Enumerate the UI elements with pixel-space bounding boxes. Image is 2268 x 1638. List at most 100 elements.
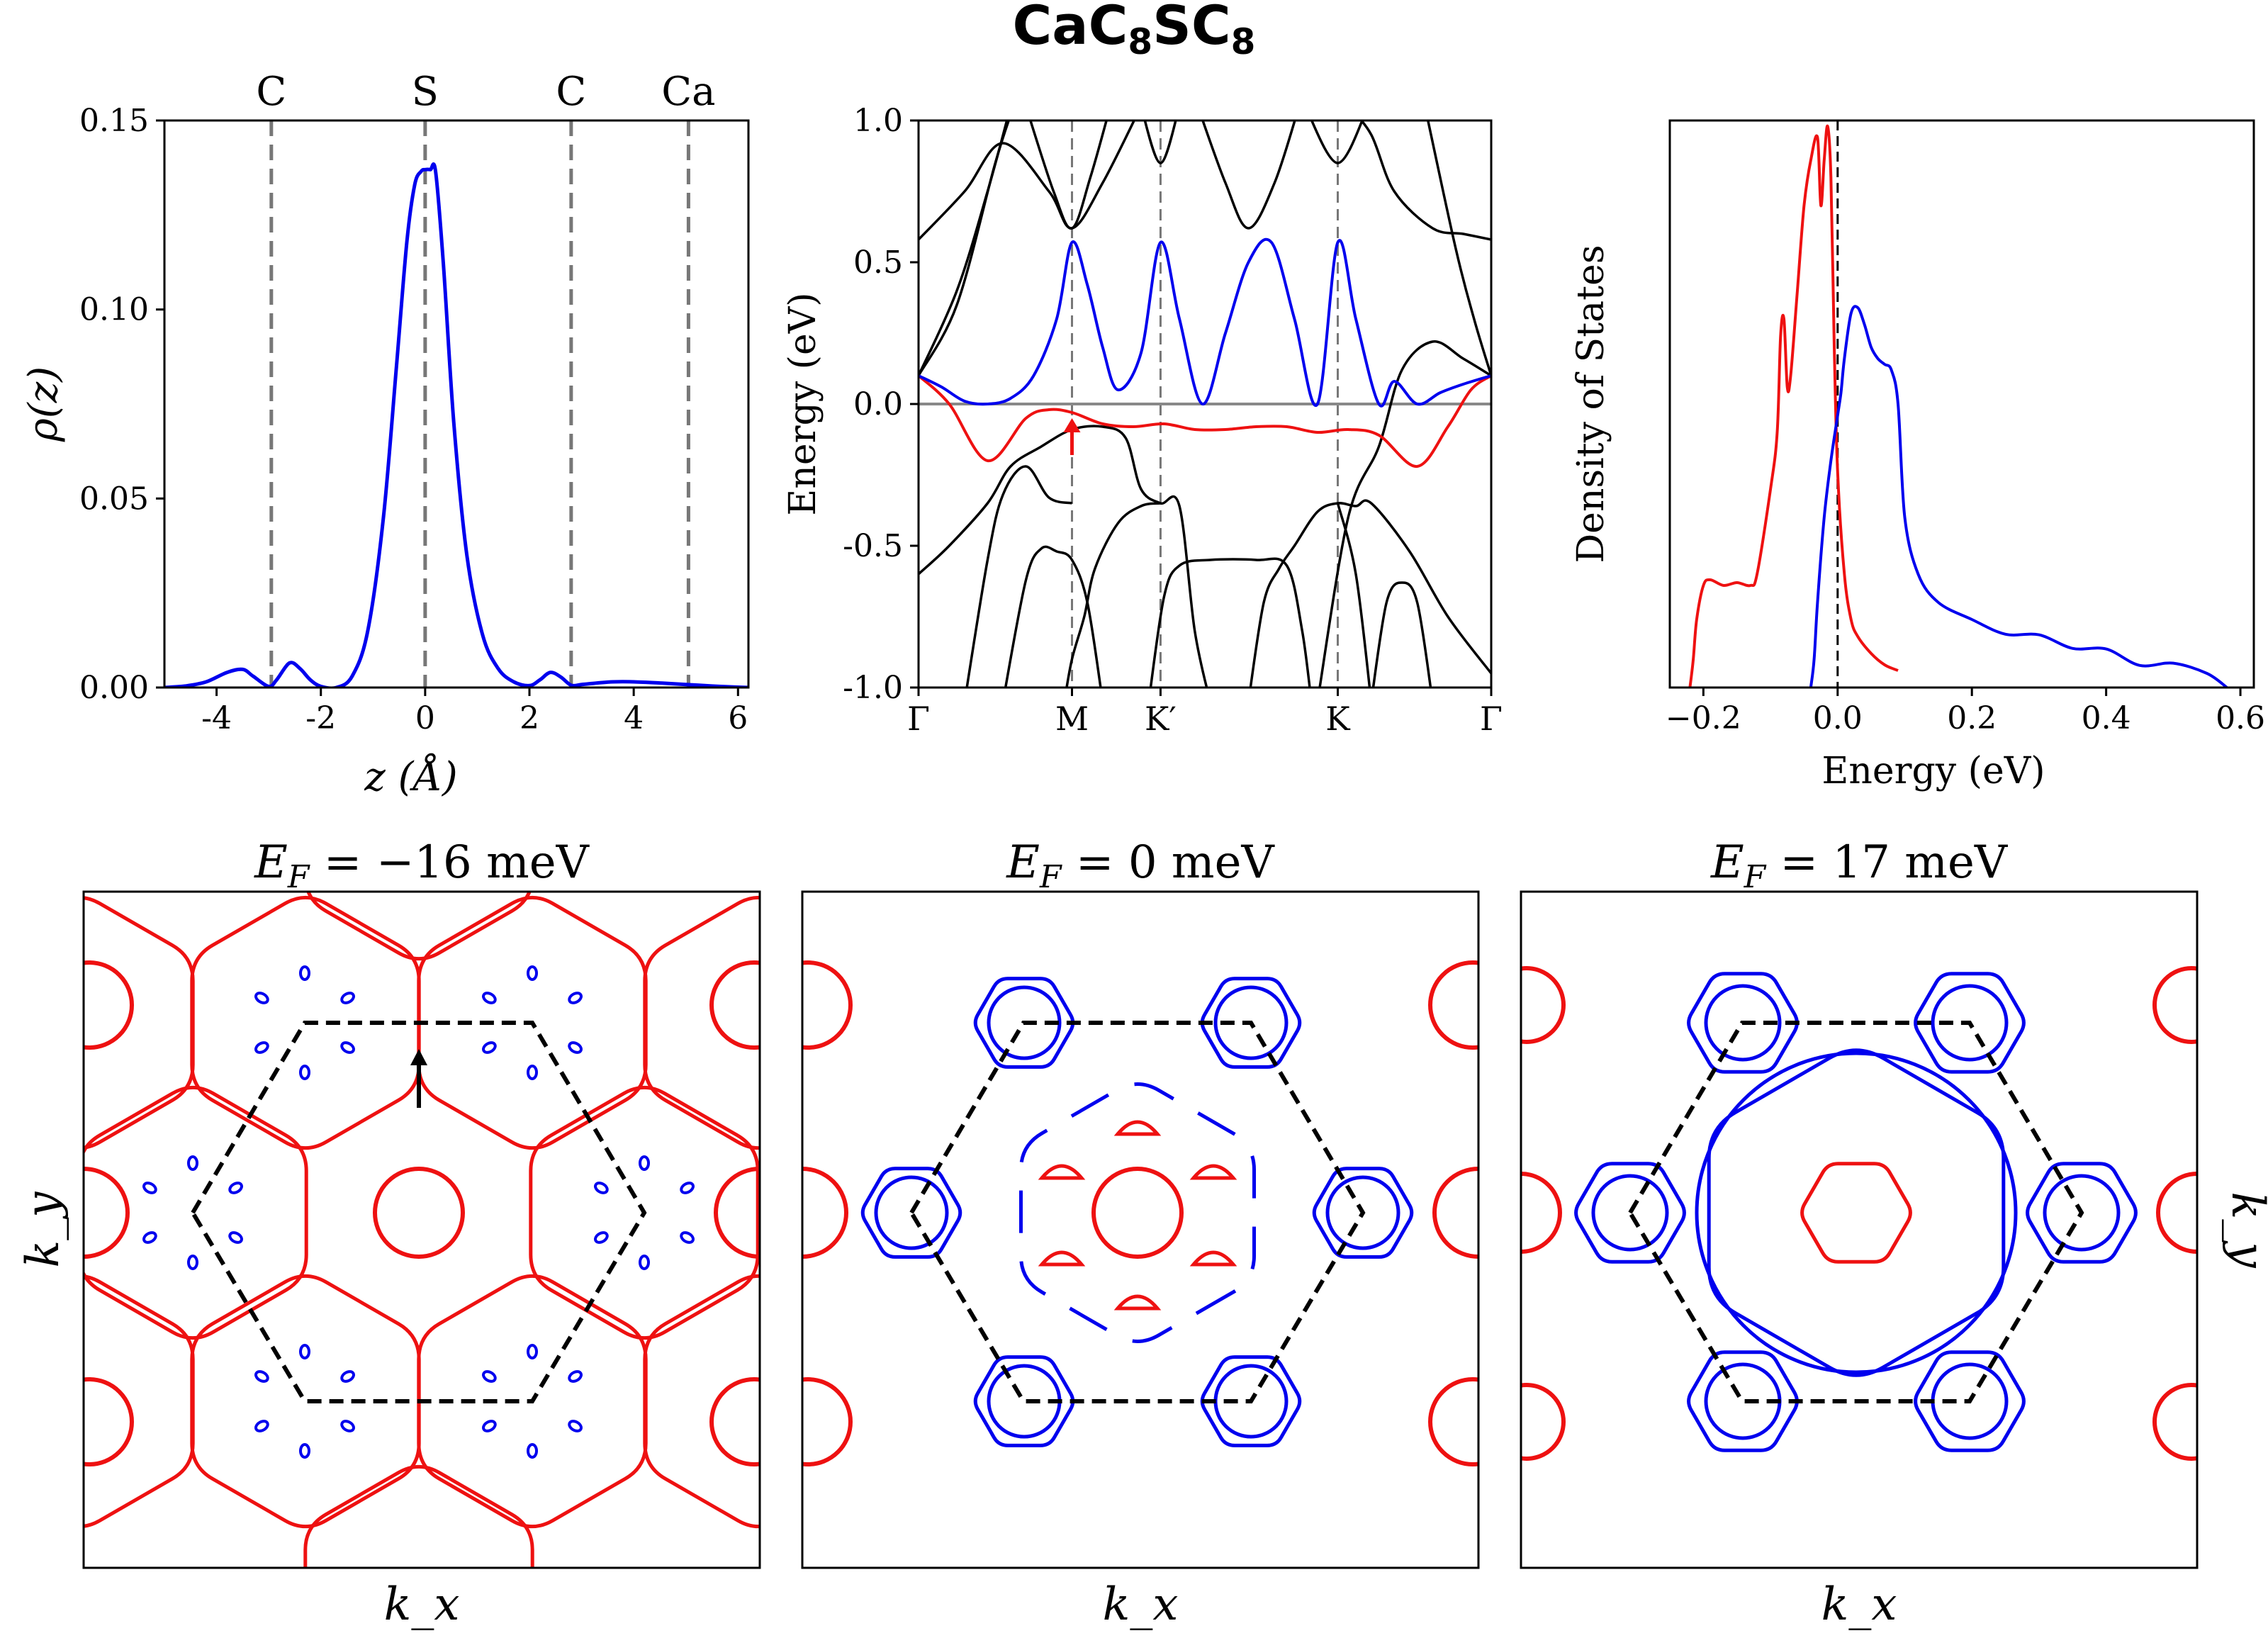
red-fermi-circle bbox=[1428, 1377, 1478, 1466]
dos-blue-curve bbox=[1809, 305, 2228, 688]
density-x-tick-label: 4 bbox=[624, 700, 644, 736]
red-fermi-circle bbox=[709, 960, 760, 1050]
blue-fermi-sheet bbox=[973, 1355, 1075, 1447]
atom-label: C bbox=[556, 69, 586, 115]
black-band bbox=[1336, 503, 1371, 688]
atom-label: S bbox=[412, 69, 439, 115]
red-fermi-circle bbox=[1521, 966, 1566, 1044]
blue-fermi-circle bbox=[1591, 1174, 1669, 1252]
red-fermi-circle bbox=[84, 1167, 130, 1259]
blue-fermi-sheet bbox=[1200, 977, 1302, 1069]
blue-fermi-pocket bbox=[254, 992, 269, 1004]
fermi-surface-panel-2: EF = 0 meV k_x bbox=[801, 836, 1480, 1631]
blue-fermi-sheet bbox=[1312, 1167, 1414, 1259]
red-fermi-circle bbox=[2152, 966, 2197, 1044]
blue-fermi-pocket bbox=[299, 965, 310, 981]
fs3-y-label: k_y bbox=[2221, 1192, 2268, 1269]
kpoint-label: Γ bbox=[907, 700, 930, 738]
density-x-tick-label: -2 bbox=[305, 700, 336, 736]
blue-fermi-sheet bbox=[1914, 1350, 2026, 1452]
red-triangle-pocket bbox=[1189, 1164, 1237, 1180]
red-fermi-circle bbox=[802, 1377, 853, 1466]
kpoint-label: K′ bbox=[1145, 700, 1177, 738]
brillouin-zone-boundary bbox=[190, 1021, 647, 1403]
dos-axes-frame bbox=[1668, 119, 2255, 689]
red-triangle-pocket bbox=[1113, 1120, 1162, 1136]
blue-fermi-pocket bbox=[187, 1155, 198, 1171]
red-fermi-circle bbox=[1521, 1383, 1566, 1461]
figure-title: CaC8SC8 bbox=[1013, 0, 1256, 62]
blue-fermi-pocket bbox=[228, 1182, 243, 1194]
blue-fermi-sheet bbox=[1019, 1082, 1256, 1343]
blue-fermi-pocket bbox=[187, 1255, 198, 1270]
red-triangle-pocket bbox=[1038, 1164, 1086, 1180]
blue-fermi-circle bbox=[874, 1175, 949, 1250]
dos-red-curve bbox=[1688, 124, 1899, 688]
blue-fermi-pocket bbox=[527, 1065, 538, 1080]
fs1-frame bbox=[82, 890, 761, 1569]
blue-fermi-pocket bbox=[340, 1420, 355, 1432]
black-band bbox=[965, 465, 1072, 688]
blue-fermi-circle bbox=[1704, 984, 1782, 1062]
dos-x-tick-label: 0.2 bbox=[1947, 700, 1997, 736]
blue-fermi-pocket bbox=[594, 1231, 609, 1244]
blue-fermi-pocket bbox=[680, 1182, 695, 1194]
fs3-title: EF = 17 meV bbox=[1710, 836, 2009, 895]
black-band bbox=[1029, 120, 1108, 230]
density-y-tick-label: 0.05 bbox=[79, 481, 149, 517]
red-fermi-hexagon bbox=[1800, 1162, 1912, 1264]
red-fermi-sheet bbox=[306, 892, 532, 961]
red-fermi-sheet bbox=[84, 1274, 195, 1528]
fs1-title: EF = −16 meV bbox=[254, 836, 590, 895]
blue-fermi-sheet bbox=[1687, 972, 1799, 1074]
blue-fermi-pocket bbox=[482, 992, 497, 1004]
fermi-surface-panel-1: EF = −16 meV k_x k_y bbox=[17, 836, 761, 1631]
blue-fermi-pocket bbox=[254, 1041, 269, 1054]
density-profile-panel: C S C Ca -4 -2 0 2 4 6 0.00 0.05 0.10 0.15 z (Å) ρ(z… bbox=[21, 69, 750, 800]
red-band bbox=[919, 374, 1491, 468]
blue-fermi-circle bbox=[1213, 985, 1289, 1060]
blue-fermi-sheet bbox=[1914, 972, 2026, 1074]
blue-fermi-sheet bbox=[1574, 1162, 1686, 1264]
red-fermi-sheet bbox=[303, 1464, 534, 1568]
blue-fermi-pocket bbox=[527, 965, 538, 981]
blue-fermi-pocket bbox=[228, 1231, 243, 1244]
density-x-label: z (Å) bbox=[364, 753, 457, 800]
red-triangle-pocket bbox=[1038, 1250, 1086, 1267]
band-axes-frame bbox=[917, 119, 1493, 689]
blue-fermi-pocket bbox=[594, 1182, 609, 1194]
dos-panel: −0.2 0.0 0.2 0.4 0.6 Energy (eV) Density of … bbox=[1570, 119, 2265, 792]
black-band bbox=[919, 120, 1136, 241]
band-y-label: Energy (eV) bbox=[782, 292, 824, 515]
kpoint-label: M bbox=[1055, 700, 1089, 738]
density-y-tick-label: 0.00 bbox=[79, 670, 149, 706]
blue-fermi-pocket bbox=[680, 1231, 695, 1244]
red-fermi-circle bbox=[709, 1377, 760, 1466]
blue-fermi-pocket bbox=[568, 1041, 583, 1054]
red-fermi-circle bbox=[84, 1377, 134, 1466]
brillouin-zone-boundary bbox=[909, 1021, 1366, 1403]
red-fermi-circle bbox=[2156, 1172, 2197, 1254]
red-fermi-sheet bbox=[643, 895, 760, 1150]
blue-fermi-circle bbox=[2043, 1174, 2121, 1252]
density-y-label: ρ(z) bbox=[21, 366, 67, 442]
fs2-frame bbox=[801, 890, 1480, 1569]
density-x-tick-label: -4 bbox=[201, 700, 232, 736]
red-fermi-circle bbox=[373, 1167, 465, 1259]
blue-fermi-sheet bbox=[1687, 1350, 1799, 1452]
dos-x-tick-label: −0.2 bbox=[1666, 700, 1741, 736]
black-band bbox=[1310, 120, 1364, 164]
blue-fermi-pocket bbox=[482, 1420, 497, 1432]
red-fermi-circle bbox=[1428, 960, 1478, 1050]
blue-fermi-pocket bbox=[340, 992, 355, 1004]
kpoint-label: K bbox=[1325, 700, 1351, 738]
blue-band bbox=[919, 237, 1491, 408]
atom-label: Ca bbox=[661, 69, 715, 115]
fermi-surface-panel-3: EF = 17 meV k_x k_y bbox=[1520, 836, 2268, 1631]
dos-x-label: Energy (eV) bbox=[1821, 750, 2045, 792]
red-fermi-circle bbox=[714, 1167, 760, 1259]
blue-fermi-pocket bbox=[527, 1443, 538, 1459]
black-band bbox=[1359, 120, 1491, 241]
red-fermi-circle bbox=[84, 960, 134, 1050]
